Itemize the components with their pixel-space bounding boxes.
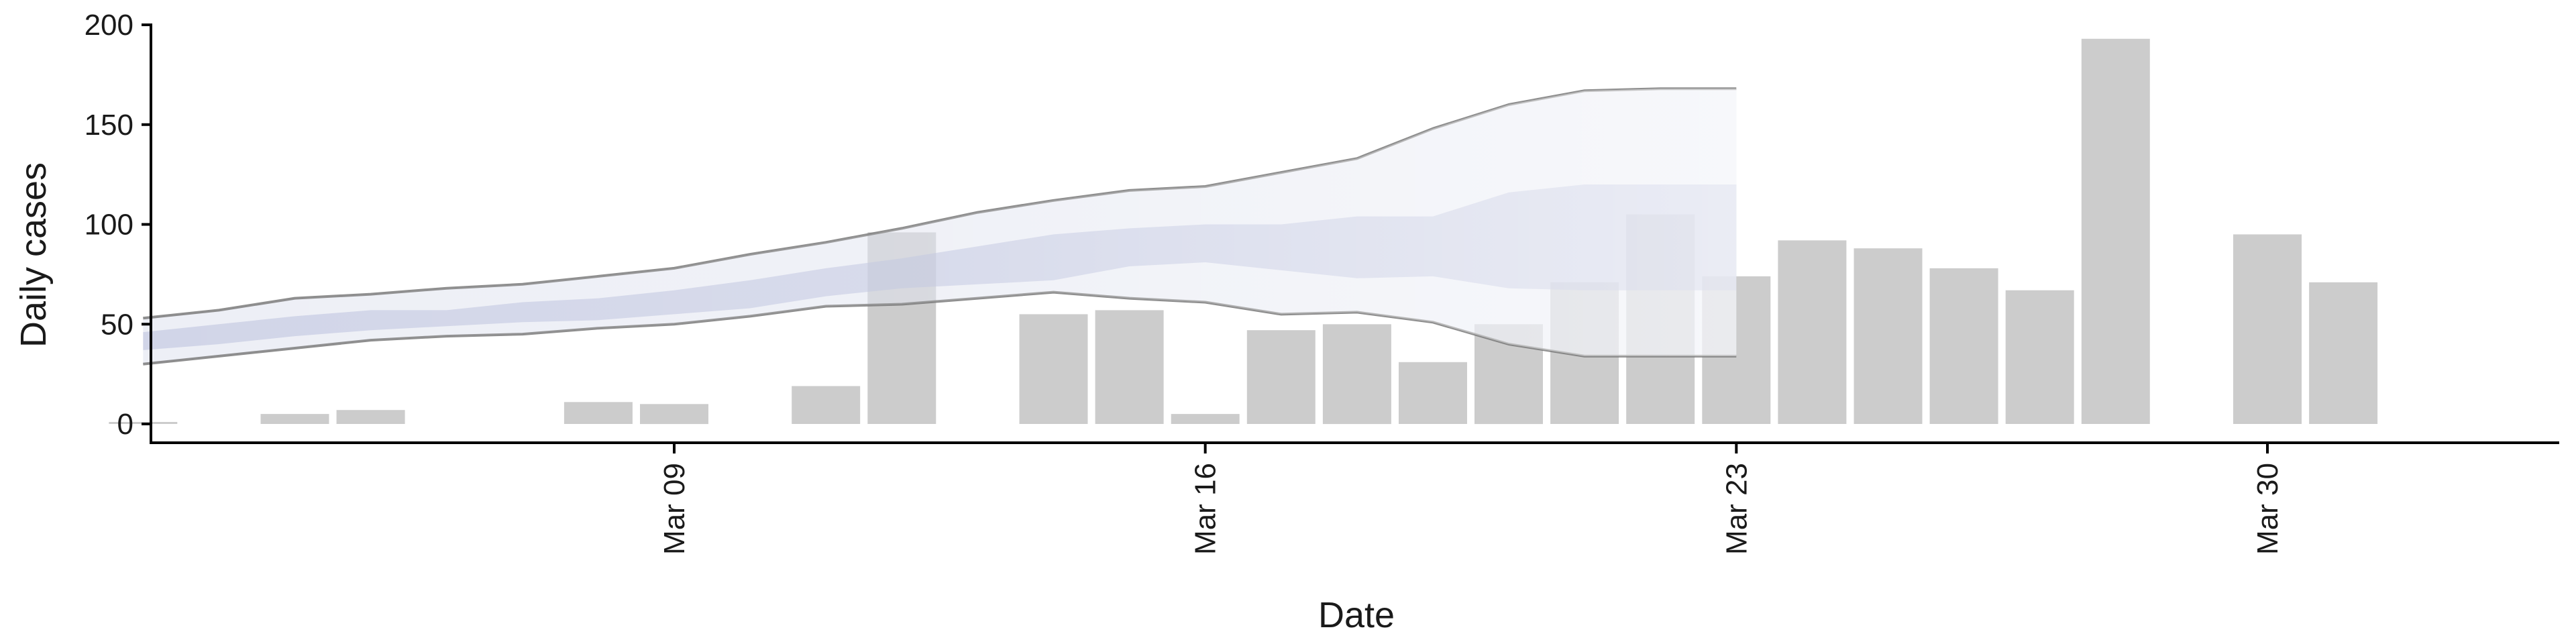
y-axis-title: Daily cases xyxy=(13,162,54,347)
x-tick-label-2020-03-09: Mar 09 xyxy=(658,463,691,555)
bar-2020-03-30 xyxy=(2233,234,2302,424)
x-tick-label-2020-03-30: Mar 30 xyxy=(2251,463,2284,555)
y-tick-label-150: 150 xyxy=(85,109,133,142)
y-tick-label-200: 200 xyxy=(85,9,133,42)
bar-2020-03-15 xyxy=(1095,310,1164,424)
bar-2020-03-25 xyxy=(1854,248,1923,424)
bar-2020-03-05 xyxy=(336,410,405,424)
bar-2020-03-17 xyxy=(1246,330,1316,424)
y-tick-label-50: 50 xyxy=(101,308,133,341)
bar-2020-03-24 xyxy=(1778,240,1847,424)
bar-2020-03-28 xyxy=(2081,38,2150,425)
bar-2020-03-18 xyxy=(1322,324,1391,425)
bar-2020-03-27 xyxy=(2005,290,2074,424)
x-tick-label-2020-03-23: Mar 23 xyxy=(1720,463,1753,555)
bar-2020-03-31 xyxy=(2309,282,2378,424)
y-tick-label-100: 100 xyxy=(85,209,133,241)
bar-2020-03-04 xyxy=(260,414,329,424)
x-tick-label-2020-03-16: Mar 16 xyxy=(1189,463,1222,555)
bar-2020-03-14 xyxy=(1019,314,1088,424)
bar-2020-03-16 xyxy=(1171,414,1240,424)
bar-2020-03-09 xyxy=(640,404,708,425)
bar-2020-03-08 xyxy=(564,402,633,424)
bar-2020-03-11 xyxy=(792,386,861,424)
x-axis-title: Date xyxy=(1318,595,1395,635)
bar-2020-03-26 xyxy=(1929,268,1998,424)
y-tick-label-0: 0 xyxy=(117,408,133,441)
axes: 0 50 100 150 200 Mar 09 Mar 16 Mar 23 Mar 30 xyxy=(85,9,2559,555)
bar-2020-03-19 xyxy=(1399,362,1467,424)
